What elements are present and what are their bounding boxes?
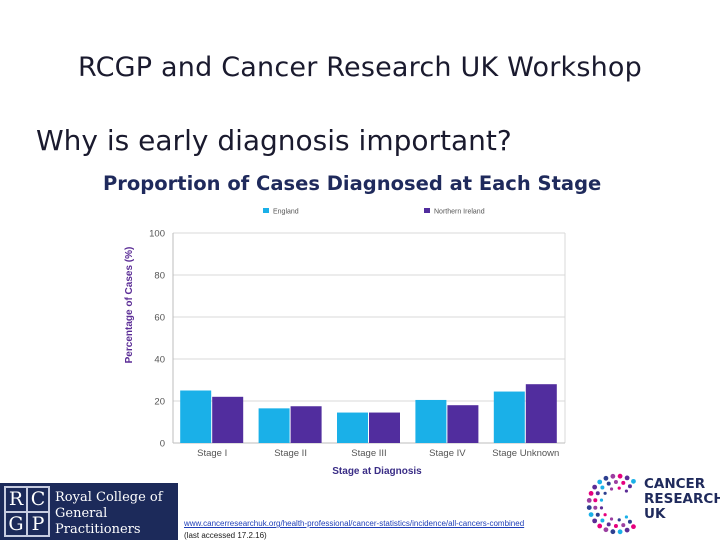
cruk-dot bbox=[588, 512, 594, 517]
cruk-dot bbox=[609, 517, 614, 521]
source-link[interactable]: www.cancerresearchuk.org/health-professi… bbox=[184, 519, 525, 528]
rcgp-name-line2: General Practitioners bbox=[55, 506, 141, 537]
x-tick-label: Stage IV bbox=[429, 448, 466, 459]
cruk-line2: RESEARCH bbox=[644, 491, 720, 507]
cruk-dot bbox=[599, 506, 604, 510]
rcgp-letter-g: G bbox=[5, 511, 27, 536]
slide-subtitle: Why is early diagnosis important? bbox=[36, 124, 512, 157]
cruk-dot bbox=[599, 498, 604, 502]
cruk-dot bbox=[606, 522, 611, 527]
cruk-dot bbox=[603, 527, 609, 533]
x-tick-label: Stage I bbox=[197, 448, 227, 459]
cruk-dot bbox=[593, 505, 598, 510]
legend-swatch bbox=[424, 208, 430, 213]
cruk-dot bbox=[617, 529, 623, 535]
cruk-dot bbox=[586, 497, 592, 503]
cruk-dot bbox=[624, 515, 629, 519]
x-tick-label: Stage Unknown bbox=[492, 448, 559, 459]
cruk-dot bbox=[606, 481, 611, 486]
cruk-dot bbox=[600, 485, 605, 490]
y-tick-label: 80 bbox=[154, 271, 165, 282]
cruk-dot bbox=[613, 480, 618, 485]
rcgp-name: Royal College of General Practitioners bbox=[55, 490, 175, 538]
bar-series2 bbox=[290, 406, 322, 443]
legend-label: England bbox=[273, 209, 299, 216]
cruk-dot bbox=[595, 491, 600, 496]
cruk-line1: CANCER bbox=[644, 476, 706, 492]
y-tick-label: 0 bbox=[160, 439, 165, 450]
cruk-dot bbox=[617, 518, 621, 522]
legend-swatch bbox=[263, 208, 269, 213]
cruk-dot bbox=[624, 527, 630, 533]
cruk-wordmark: CANCER RESEARCH UK bbox=[644, 477, 720, 522]
y-axis-title: Percentage of Cases (%) bbox=[124, 247, 135, 364]
bar-series2 bbox=[212, 396, 244, 443]
cruk-dot bbox=[613, 523, 618, 528]
cruk-dot bbox=[624, 475, 630, 481]
cruk-dot bbox=[621, 523, 626, 528]
chart-legend: England Northern Ireland bbox=[263, 208, 485, 216]
cruk-dot bbox=[597, 479, 603, 485]
cruk-dot bbox=[600, 518, 605, 523]
chart-title: Proportion of Cases Diagnosed at Each St… bbox=[103, 172, 602, 195]
cruk-dot bbox=[610, 473, 616, 479]
rcgp-letter-p: P bbox=[27, 511, 49, 536]
cruk-dot bbox=[610, 529, 616, 535]
rcgp-letter-c: C bbox=[27, 487, 49, 512]
rcgp-logo: R C G P Royal College of General Practit… bbox=[0, 483, 178, 540]
y-tick-label: 20 bbox=[154, 397, 165, 408]
bar-series2 bbox=[525, 384, 557, 443]
cruk-dot bbox=[621, 480, 626, 485]
cruk-c-mark-icon bbox=[586, 473, 636, 535]
bar-series1 bbox=[415, 399, 447, 443]
cruk-line3: UK bbox=[644, 506, 666, 522]
x-tick-label: Stage III bbox=[351, 448, 386, 459]
cruk-dot bbox=[617, 473, 623, 479]
rcgp-monogram: R C G P bbox=[4, 486, 50, 537]
slide-title: RCGP and Cancer Research UK Workshop bbox=[78, 52, 642, 83]
cruk-dot bbox=[631, 478, 636, 484]
y-tick-label: 60 bbox=[154, 313, 165, 324]
y-tick-label: 100 bbox=[149, 229, 165, 240]
bar-series2 bbox=[447, 405, 479, 443]
legend-label: Northern Ireland bbox=[434, 209, 485, 216]
cruk-dot bbox=[593, 498, 598, 503]
bar-series1 bbox=[258, 408, 290, 443]
rcgp-letter-r: R bbox=[5, 487, 27, 512]
chart-bars bbox=[180, 384, 557, 443]
bar-series1 bbox=[180, 390, 212, 443]
bar-series1 bbox=[493, 391, 525, 443]
cancer-research-uk-logo: CANCER RESEARCH UK bbox=[585, 468, 720, 540]
cruk-dot bbox=[603, 513, 607, 517]
cruk-dot bbox=[592, 518, 598, 524]
cruk-dot bbox=[631, 524, 636, 530]
cruk-dot bbox=[627, 519, 632, 524]
cruk-dot bbox=[617, 486, 621, 490]
x-tick-label: Stage II bbox=[274, 448, 307, 459]
x-axis-title: Stage at Diagnosis bbox=[332, 466, 422, 477]
cruk-dot bbox=[627, 484, 632, 489]
bar-series1 bbox=[337, 412, 368, 443]
rcgp-name-line1: Royal College of bbox=[55, 490, 163, 505]
cruk-dot bbox=[603, 491, 607, 495]
source-note: (last accessed 17.2.16) bbox=[184, 531, 267, 540]
cruk-dot bbox=[592, 484, 598, 490]
cruk-dot bbox=[609, 487, 614, 491]
cruk-dot bbox=[586, 505, 592, 511]
cruk-dot bbox=[624, 489, 629, 493]
y-tick-label: 40 bbox=[154, 355, 165, 366]
cruk-dot bbox=[603, 475, 609, 481]
cruk-dot bbox=[588, 491, 594, 496]
bar-series2 bbox=[369, 412, 400, 443]
cruk-dot bbox=[595, 512, 600, 517]
cruk-dot bbox=[597, 523, 603, 529]
